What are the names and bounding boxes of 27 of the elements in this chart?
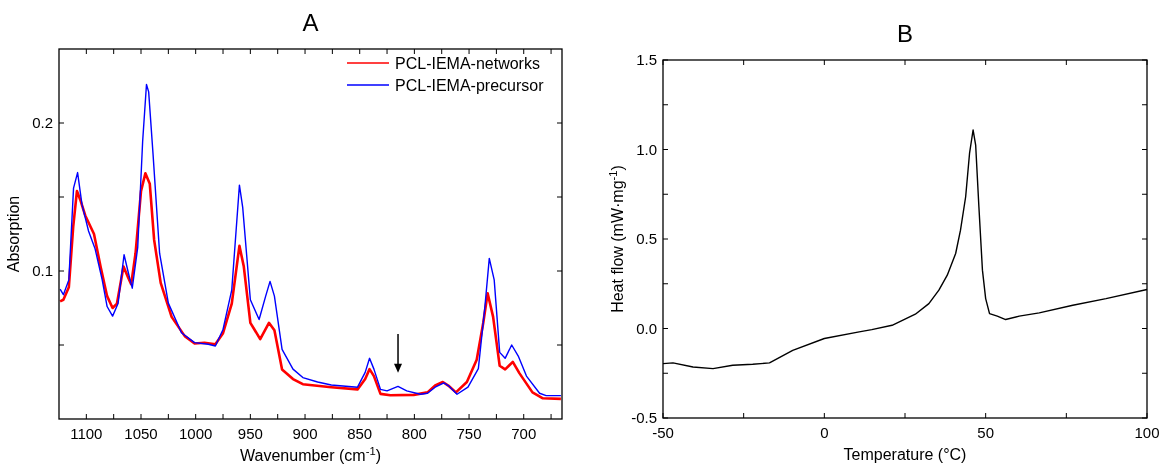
x-tick-label: 750: [456, 425, 482, 442]
y-tick-label: 0.5: [636, 230, 657, 247]
chart-title: A: [302, 9, 319, 36]
y-tick-label: 0.1: [32, 262, 53, 279]
x-tick-label: 1100: [70, 425, 103, 442]
chart-title: B: [896, 20, 914, 47]
legend-label: PCL-IEMA-precursor: [395, 77, 545, 94]
x-tick-label: 950: [237, 425, 263, 442]
x-tick-label: 850: [347, 425, 373, 442]
x-tick-label: 700: [511, 425, 537, 442]
x-axis-title: Wavenumber (cm$^{-1}$): [240, 445, 381, 464]
x-tick-label: 1000: [179, 425, 213, 442]
y-axis-title: Absorption: [5, 195, 22, 273]
y-tick-label: 1.0: [636, 140, 657, 158]
x-tick-label: 50: [977, 424, 995, 441]
y-tick-label: -0.5: [631, 409, 657, 426]
y-tick-label: 0.2: [32, 114, 53, 131]
legend-label: PCL-IEMA-networks: [395, 55, 540, 72]
x-tick-label: -50: [652, 424, 674, 441]
x-axis-title: Temperature (°C): [843, 446, 967, 463]
x-tick-label: 800: [401, 425, 427, 442]
x-tick-label: 1050: [124, 425, 158, 442]
y-tick-label: 0.0: [636, 319, 657, 337]
x-tick-label: 900: [292, 425, 318, 442]
x-tick-label: 0: [820, 424, 829, 441]
y-tick-label: 1.5: [636, 51, 657, 68]
x-tick-label: 100: [1134, 424, 1160, 441]
